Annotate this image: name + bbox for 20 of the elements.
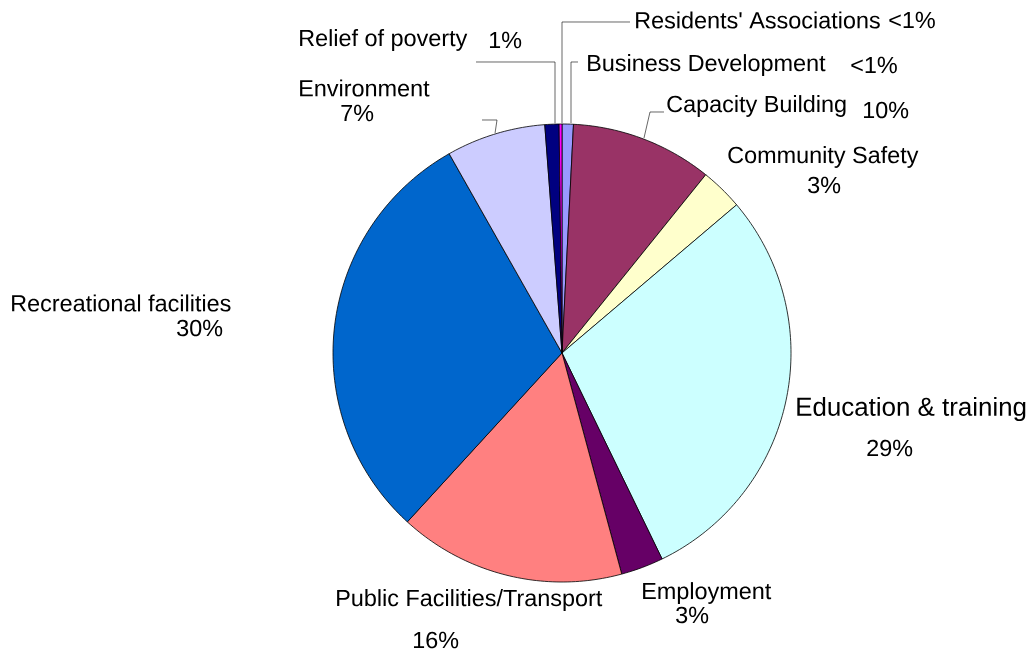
data-label: 10% <box>863 101 909 119</box>
data-label: 29% <box>867 439 913 457</box>
slice-label: Public Facilities/Transport <box>337 589 603 611</box>
slice-label: Residents' Associations <box>636 11 880 29</box>
slice-label: Employment <box>643 582 772 604</box>
slice-label: Relief of poverty <box>300 29 468 51</box>
data-label: 3% <box>676 606 709 624</box>
slice-label: Environment <box>300 79 430 97</box>
slice-label: Recreational facilities <box>12 294 231 312</box>
data-label: <1% <box>889 11 935 29</box>
data-label: 1% <box>489 31 522 49</box>
data-label: 30% <box>177 319 223 337</box>
slice-label: Education & training <box>797 396 1026 422</box>
data-label: 16% <box>413 631 459 649</box>
data-label: <1% <box>851 56 897 74</box>
data-label: 7% <box>341 104 374 122</box>
slice-label: Community Safety <box>728 146 919 168</box>
data-label: 3% <box>808 176 841 194</box>
slice-label: Business Development <box>588 54 826 76</box>
slice-label: Capacity Building <box>667 95 846 117</box>
